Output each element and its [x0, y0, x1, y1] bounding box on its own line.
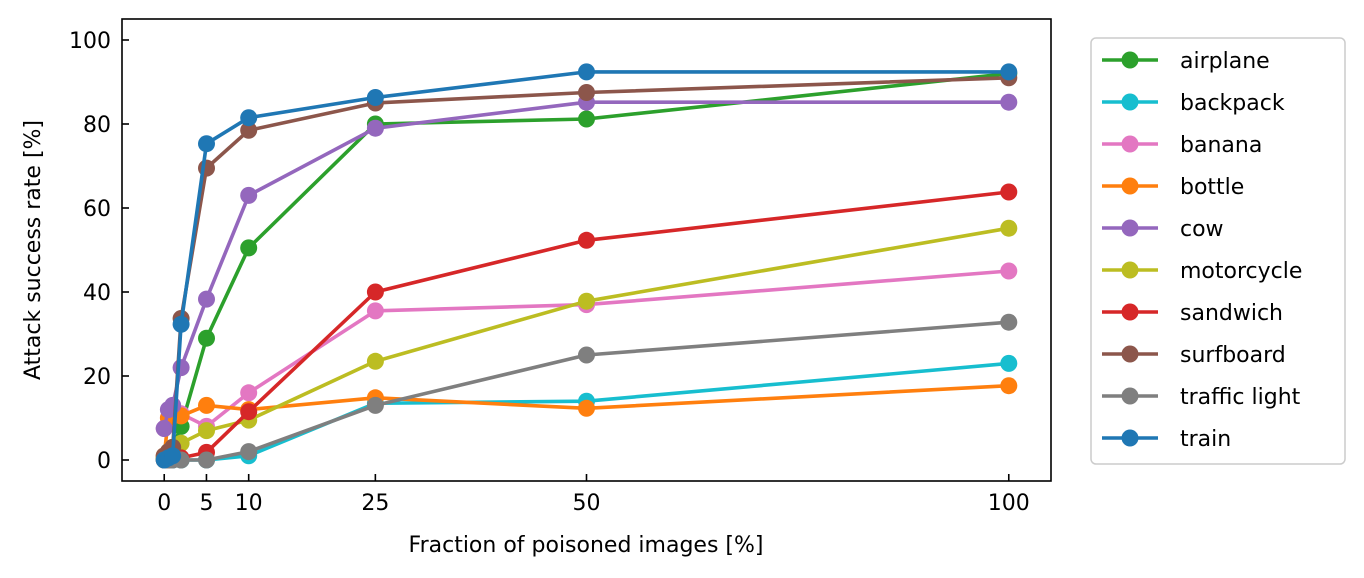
data-point-train	[164, 447, 182, 465]
data-point-motorcycle	[198, 422, 215, 440]
legend-marker-traffic-light	[1121, 387, 1139, 405]
legend-label-airplane: airplane	[1180, 49, 1270, 74]
data-point-sandwich	[1000, 183, 1018, 201]
x-tick-label: 100	[988, 491, 1030, 516]
data-point-cow	[155, 420, 173, 437]
data-point-sandwich	[366, 283, 384, 301]
data-point-train	[172, 315, 190, 333]
axis-ticks: 0 5 10 25 50 100 0 20 40 60 80 100	[69, 29, 1030, 516]
data-point-train	[366, 89, 384, 106]
legend-label-motorcycle: motorcycle	[1180, 259, 1302, 284]
legend-marker-sandwich	[1121, 303, 1139, 321]
y-tick-label: 60	[83, 197, 111, 222]
data-point-bottle	[578, 399, 595, 417]
legend-marker-motorcycle	[1121, 261, 1139, 279]
legend-marker-banana	[1121, 135, 1139, 153]
data-point-traffic-light	[578, 346, 595, 364]
legend-label-train: train	[1180, 427, 1231, 452]
data-point-traffic-light	[198, 451, 215, 469]
y-tick-label: 100	[69, 29, 111, 54]
plot-area	[155, 63, 1018, 469]
series-line-cow	[162, 100, 1009, 429]
y-axis-label: Attack success rate [%]	[21, 120, 46, 380]
data-point-train	[1000, 63, 1018, 81]
legend-marker-train	[1121, 429, 1139, 447]
data-point-motorcycle	[366, 352, 384, 370]
data-point-airplane	[578, 110, 595, 128]
data-point-surfboard	[240, 121, 258, 139]
data-point-train	[578, 63, 595, 81]
legend-label-bottle: bottle	[1180, 175, 1244, 200]
x-tick-label: 0	[157, 491, 171, 516]
data-point-bottle	[1000, 377, 1018, 395]
data-point-traffic-light	[1000, 313, 1018, 331]
data-point-cow	[172, 359, 190, 377]
data-point-banana	[366, 302, 384, 320]
legend-marker-airplane	[1121, 51, 1139, 69]
y-tick-label: 20	[83, 365, 111, 390]
data-point-airplane	[198, 329, 215, 347]
legend-marker-cow	[1121, 219, 1139, 237]
legend-marker-backpack	[1121, 93, 1139, 111]
legend: airplane backpack banana bottle cow motorcycl…	[1090, 37, 1346, 465]
data-point-cow	[198, 290, 215, 308]
data-point-bottle	[198, 396, 215, 414]
data-point-train	[198, 135, 215, 153]
legend-label-backpack: backpack	[1180, 91, 1285, 116]
y-tick-label: 80	[83, 113, 111, 138]
y-tick-label: 0	[97, 449, 111, 474]
data-point-sandwich	[240, 403, 258, 421]
data-point-cow	[164, 396, 182, 414]
x-tick-label: 5	[199, 491, 213, 516]
data-point-backpack	[1000, 354, 1018, 372]
x-axis-label: Fraction of poisoned images [%]	[409, 533, 764, 558]
data-point-banana	[1000, 262, 1018, 280]
x-tick-label: 25	[361, 491, 389, 516]
data-point-traffic-light	[240, 443, 258, 461]
data-point-airplane	[240, 239, 258, 257]
legend-label-sandwich: sandwich	[1180, 301, 1283, 326]
data-point-traffic-light	[366, 396, 384, 414]
data-point-motorcycle	[578, 292, 595, 310]
x-tick-label: 10	[235, 491, 263, 516]
legend-label-traffic-light: traffic light	[1180, 385, 1301, 410]
legend-label-surfboard: surfboard	[1180, 343, 1286, 368]
legend-label-cow: cow	[1180, 217, 1224, 242]
data-point-cow	[240, 186, 258, 204]
series-line-motorcycle	[162, 226, 1010, 459]
data-point-motorcycle	[1000, 219, 1018, 237]
legend-label-banana: banana	[1180, 133, 1262, 158]
x-tick-label: 50	[573, 491, 601, 516]
data-point-train	[240, 109, 258, 127]
data-point-sandwich	[578, 231, 595, 249]
data-point-banana	[240, 384, 258, 402]
data-point-cow	[1000, 93, 1018, 111]
legend-marker-surfboard	[1121, 345, 1139, 363]
data-point-surfboard	[578, 84, 595, 101]
legend-marker-bottle	[1121, 177, 1139, 195]
y-tick-label: 40	[83, 281, 111, 306]
data-point-cow	[366, 119, 384, 137]
